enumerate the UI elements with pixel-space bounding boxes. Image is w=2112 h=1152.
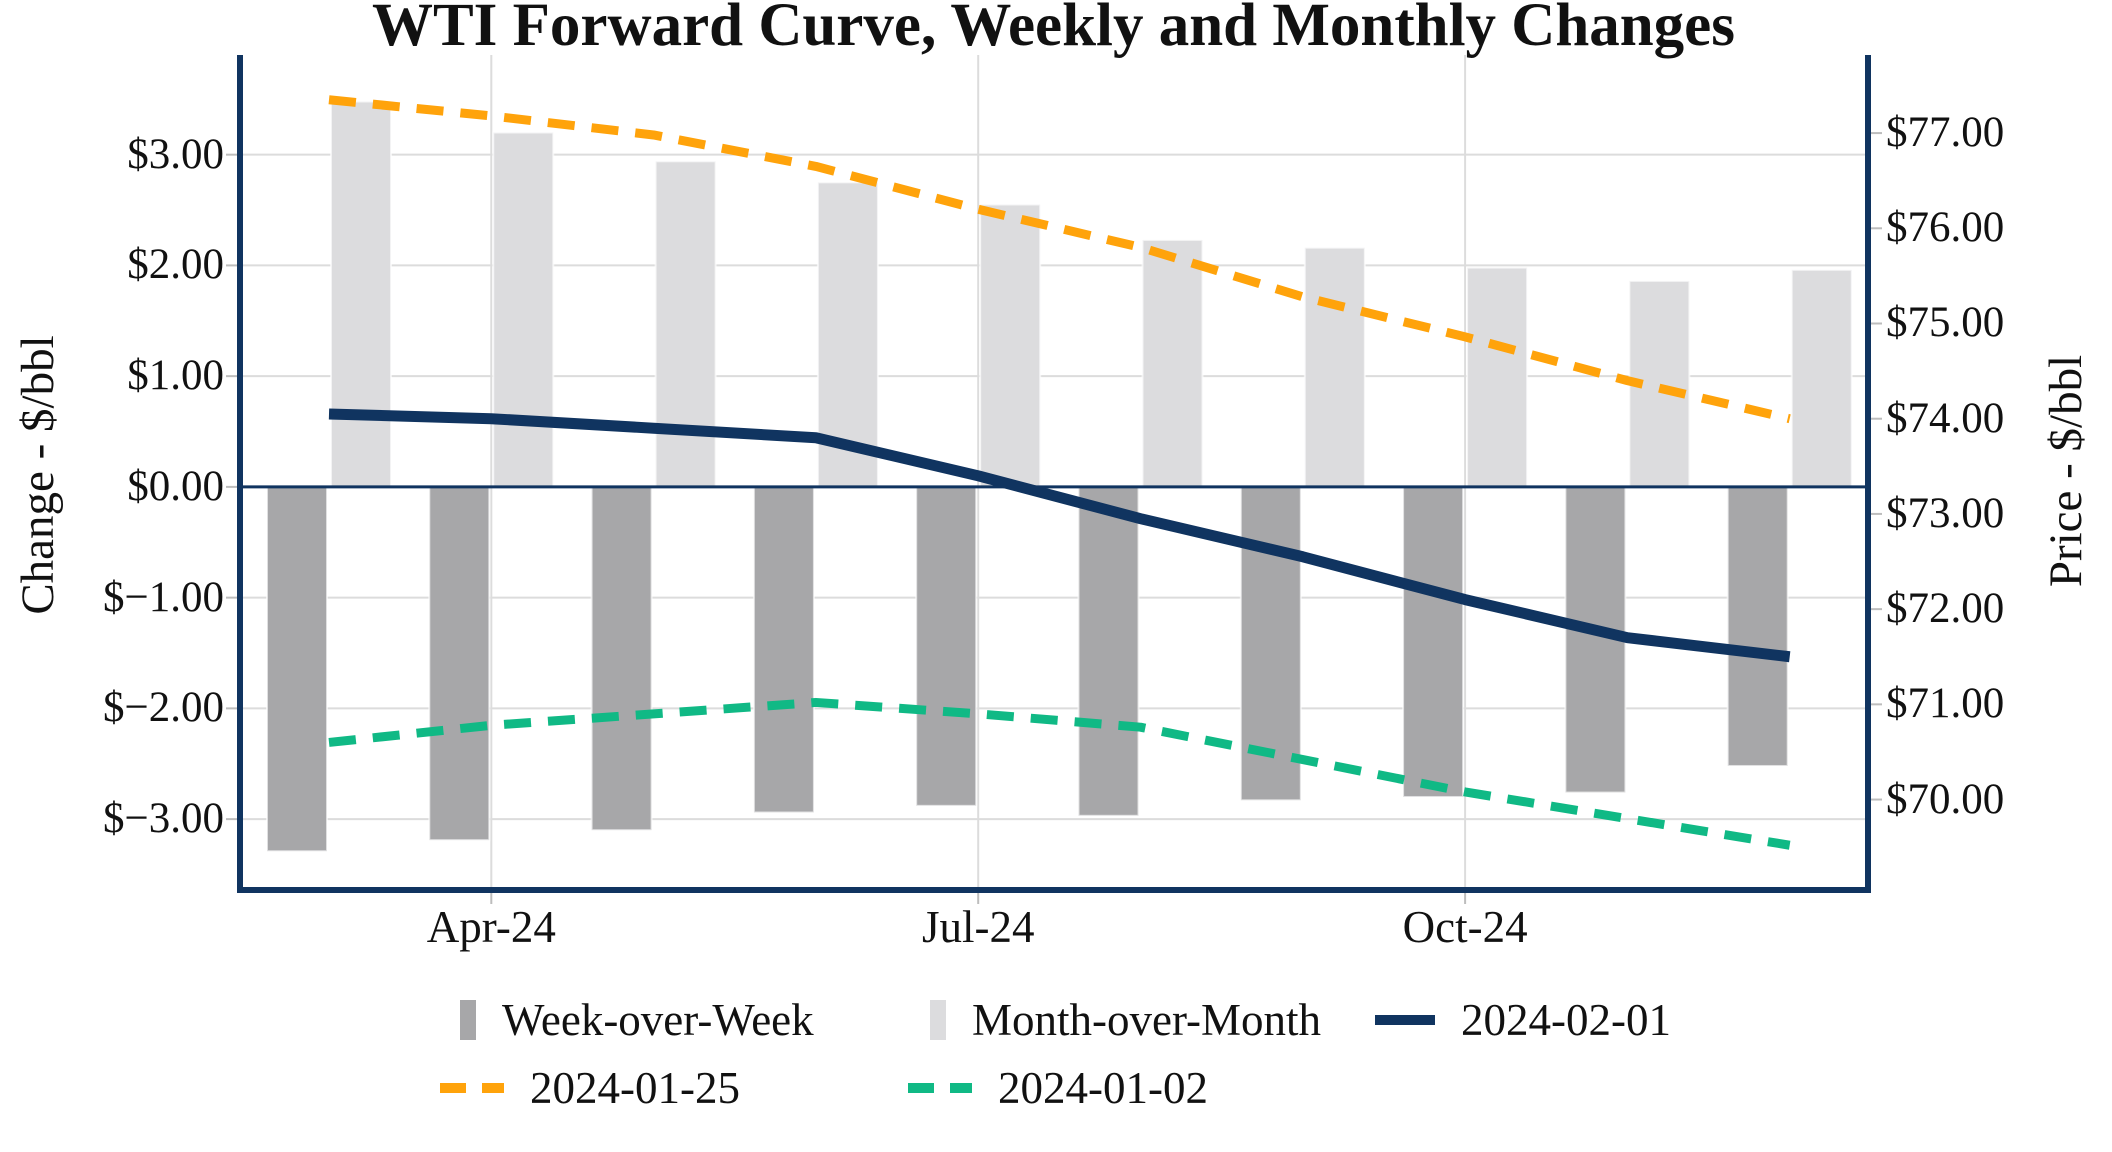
curve-2024-02-01 — [328, 408, 1791, 663]
week-over-week-bar — [915, 485, 978, 807]
right-axis-tick-label: $74.00 — [1886, 394, 2005, 442]
curve-2024-01-02 — [328, 697, 1791, 850]
x-axis-tick-label: Apr-24 — [426, 902, 556, 952]
right-axis-tick-label: $76.00 — [1886, 204, 2005, 252]
left-axis-tick-label: $1.00 — [127, 352, 224, 400]
month-over-month-bar — [330, 100, 392, 488]
month-over-month-bar — [1141, 238, 1204, 488]
legend-label-week-over-week: Week-over-Week — [502, 995, 814, 1045]
green-dash-swatch — [908, 1083, 972, 1093]
solid-line-swatch — [1375, 1015, 1435, 1025]
chart-title: WTI Forward Curve, Weekly and Monthly Ch… — [372, 0, 1735, 59]
week-over-week-bar — [428, 485, 491, 842]
curve-2024-01-25 — [328, 95, 1791, 424]
left-axis-tick-label: $−3.00 — [102, 795, 224, 843]
week-over-week-bar — [590, 485, 653, 832]
month-over-month-bar — [1303, 246, 1366, 488]
month-over-month-bar — [654, 160, 717, 488]
week-over-week-bar — [1726, 485, 1789, 767]
left-axis-tick-label: $2.00 — [127, 241, 224, 289]
legend-label-2024-02-01: 2024-02-01 — [1461, 995, 1671, 1045]
month-over-month-bar — [492, 131, 555, 488]
legend-label-2024-01-02: 2024-01-02 — [998, 1063, 1208, 1113]
legend-label-month-over-month: Month-over-Month — [972, 995, 1322, 1045]
month-over-month-bar — [1466, 266, 1529, 488]
month-over-month-bar — [1790, 268, 1853, 488]
left-axis-tick-label: $0.00 — [127, 462, 224, 510]
right-axis-tick-label: $70.00 — [1886, 775, 2005, 823]
week-over-week-bar — [1077, 485, 1140, 817]
month-over-month-bar — [979, 203, 1042, 488]
legend-item-2024-02-01: 2024-02-01 — [1375, 994, 1671, 1046]
week-over-week-bar — [752, 485, 815, 814]
x-axis-tick-label: Jul-24 — [921, 902, 1035, 952]
legend-item-month-over-month: Month-over-Month — [930, 994, 1321, 1046]
week-over-week-bar-swatch — [460, 1000, 476, 1040]
left-axis-tick-label: $−1.00 — [102, 573, 224, 621]
legend-item-week-over-week: Week-over-Week — [460, 994, 814, 1046]
legend-item-2024-01-25: 2024-01-25 — [440, 1062, 740, 1114]
week-over-week-bar — [266, 485, 328, 853]
week-over-week-bar — [1402, 485, 1465, 798]
right-axis-tick-label: $77.00 — [1886, 109, 2005, 157]
legend-label-2024-01-25: 2024-01-25 — [530, 1063, 740, 1113]
right-axis-tick-label: $75.00 — [1886, 299, 2005, 347]
month-over-month-bar-swatch — [930, 1000, 946, 1040]
right-axis-tick-label: $73.00 — [1886, 489, 2005, 537]
left-axis-tick-label: $3.00 — [127, 130, 224, 178]
x-axis-tick-label: Oct-24 — [1402, 902, 1528, 952]
left-axis-tick-label: $−2.00 — [102, 684, 224, 732]
right-axis-tick-label: $72.00 — [1886, 585, 2005, 633]
right-axis-tick-label: $71.00 — [1886, 680, 2005, 728]
orange-dash-swatch — [440, 1083, 504, 1093]
legend-item-2024-01-02: 2024-01-02 — [908, 1062, 1208, 1114]
